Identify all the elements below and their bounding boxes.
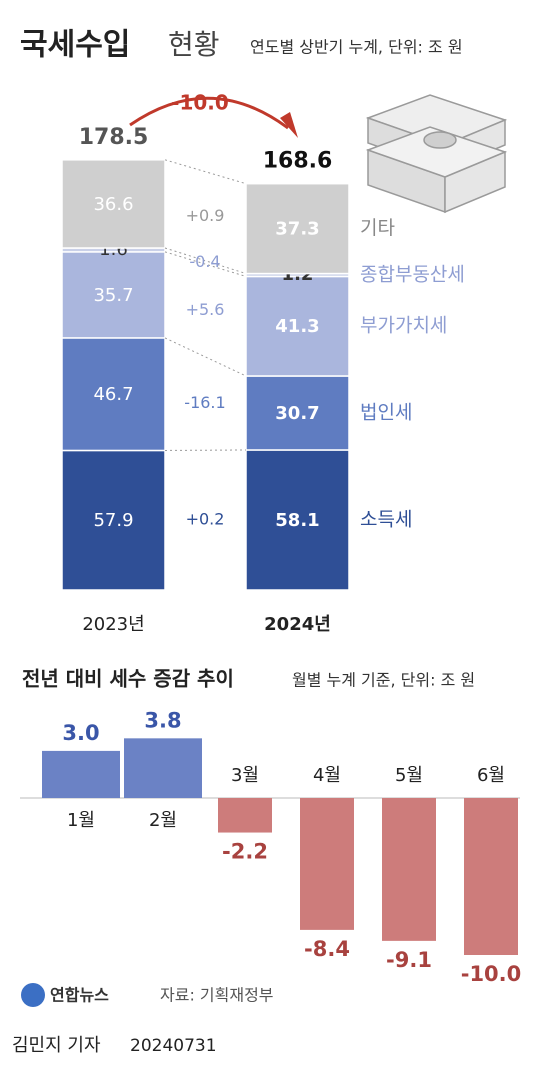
value-label: 57.9 <box>93 510 133 531</box>
legend-label: 종합부동산세 <box>360 264 465 286</box>
change-label: +5.6 <box>186 300 225 319</box>
chart-title: 전년 대비 세수 증감 추이 <box>22 667 234 691</box>
x-tick-label: 3월 <box>231 765 259 786</box>
logo-mark <box>21 983 45 1007</box>
legend-label: 부가가치세 <box>360 315 447 337</box>
bar-segment <box>61 337 166 452</box>
money-icon <box>365 94 508 214</box>
bar-segment <box>245 375 350 451</box>
value-label: 3.0 <box>62 721 99 745</box>
bar <box>300 798 354 930</box>
chart-subtitle: 연도별 상반기 누계, 단위: 조 원 <box>250 38 463 57</box>
bar-segment <box>245 449 350 591</box>
value-label: -10.0 <box>461 962 522 986</box>
chart-title: 국세수입 <box>20 28 130 63</box>
bar-segment <box>61 159 166 249</box>
x-tick-label: 2023년 <box>82 614 144 635</box>
date: 20240731 <box>130 1036 217 1056</box>
bar-segment <box>61 449 166 591</box>
bar-segment <box>245 275 350 377</box>
connector <box>164 159 247 185</box>
change-label: +0.2 <box>186 510 225 529</box>
total-change-label: -10.0 <box>171 91 229 115</box>
value-label: 36.6 <box>93 194 133 215</box>
total-label: 168.6 <box>263 149 333 174</box>
logo: 연합뉴스 <box>50 986 109 1005</box>
value-label: 37.3 <box>275 219 319 240</box>
bar <box>124 738 202 798</box>
value-label: 46.7 <box>93 384 133 405</box>
x-tick-label: 6월 <box>477 765 505 786</box>
legend-label: 소득세 <box>360 508 412 530</box>
value-label: 35.7 <box>93 285 133 306</box>
bar-segment <box>61 251 166 339</box>
chart-subtitle: 월별 누계 기준, 단위: 조 원 <box>292 671 475 690</box>
byline: 김민지 기자 <box>12 1035 101 1056</box>
x-tick-label: 2월 <box>149 810 177 831</box>
bar <box>42 750 120 798</box>
source: 자료: 기획재정부 <box>160 986 274 1005</box>
change-label: +0.9 <box>186 206 225 225</box>
chart-title-suffix: 현황 <box>168 28 220 61</box>
arrow-head <box>280 112 298 138</box>
x-tick-label: 5월 <box>395 765 423 786</box>
bar <box>464 798 518 955</box>
bar <box>382 798 436 941</box>
bar-segment <box>245 182 350 275</box>
value-label: 58.1 <box>275 510 319 531</box>
total-label: 178.5 <box>79 125 149 150</box>
change-label: -0.4 <box>189 252 220 271</box>
value-label: -2.2 <box>222 840 268 864</box>
value-label: -8.4 <box>304 937 350 961</box>
connector <box>164 251 247 277</box>
legend-label: 기타 <box>360 217 395 239</box>
x-tick-label: 2024년 <box>264 614 331 635</box>
x-tick-label: 1월 <box>67 810 95 831</box>
value-label: 3.8 <box>144 708 181 732</box>
x-tick-label: 4월 <box>313 765 341 786</box>
legend-label: 법인세 <box>360 401 412 423</box>
bar <box>218 798 272 833</box>
value-label: -9.1 <box>386 948 432 972</box>
value-label: 30.7 <box>275 403 319 424</box>
change-arrow <box>129 96 289 130</box>
connector <box>164 247 247 275</box>
value-label: 41.3 <box>275 316 319 337</box>
change-label: -16.1 <box>184 393 225 412</box>
